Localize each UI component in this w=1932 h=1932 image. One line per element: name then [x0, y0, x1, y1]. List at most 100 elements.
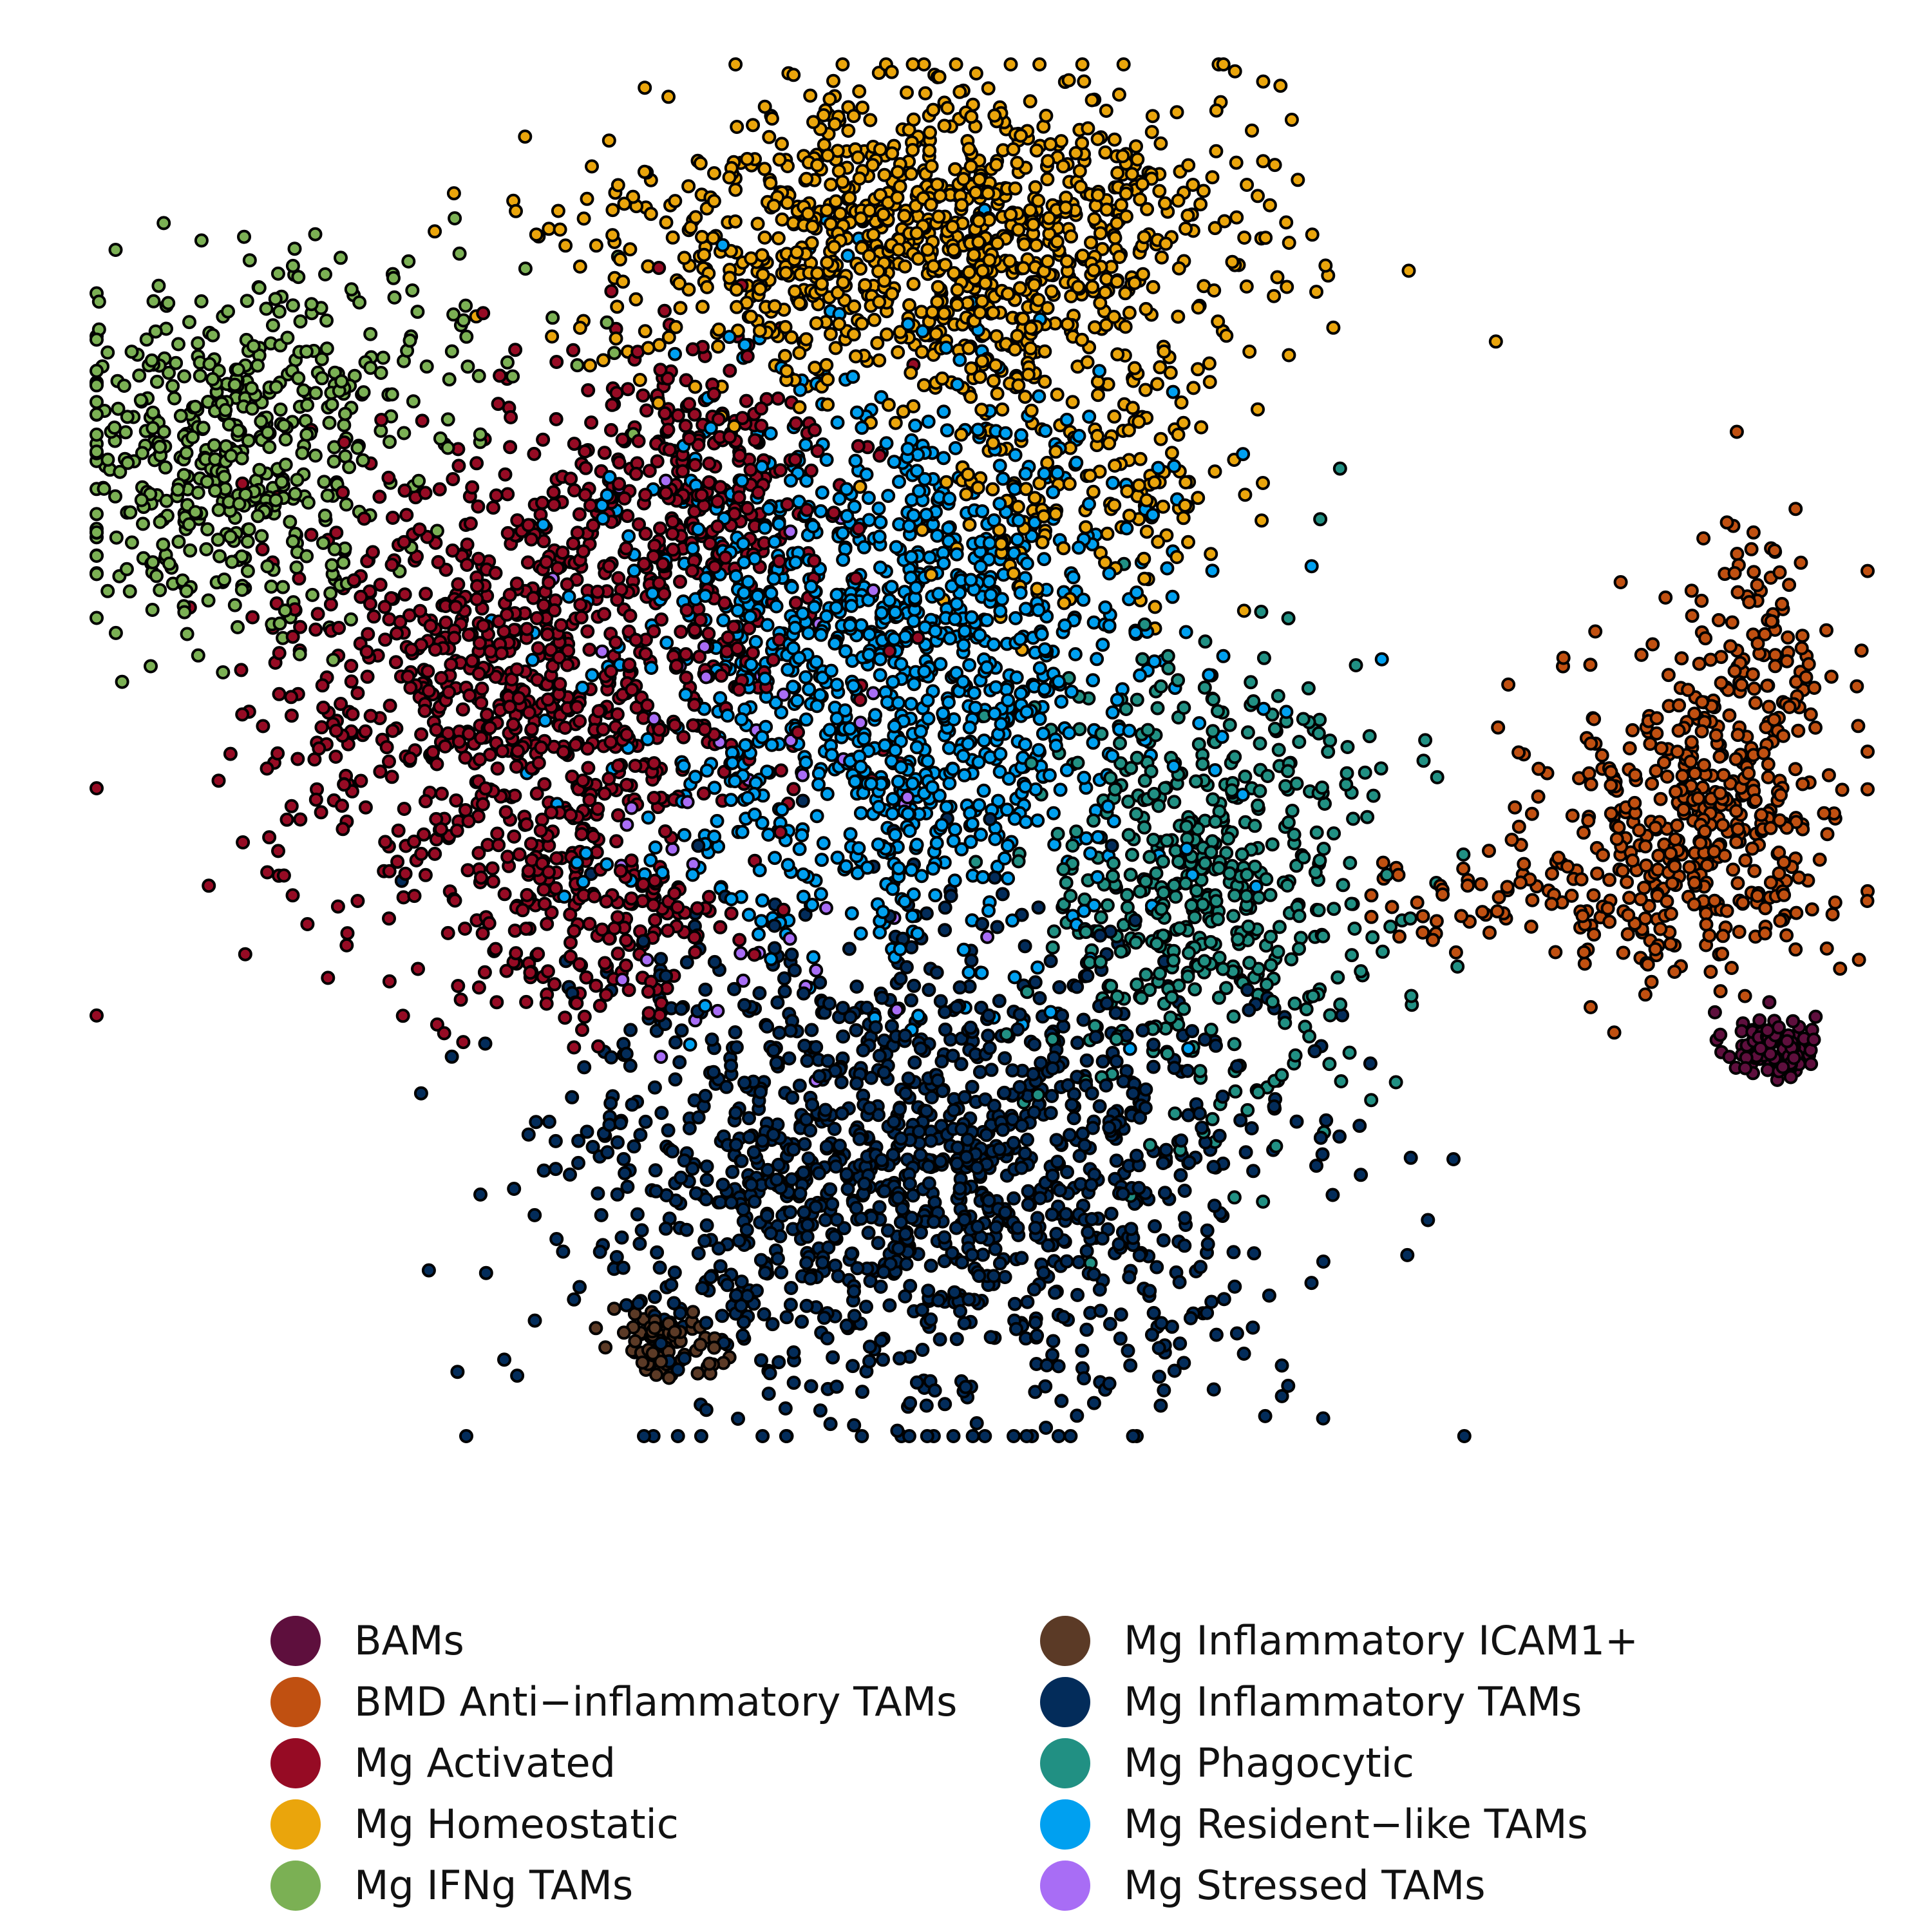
scatter-point: [323, 597, 338, 612]
scatter-point: [1018, 601, 1033, 616]
scatter-point: [402, 751, 417, 766]
scatter-point: [1147, 475, 1162, 490]
scatter-point: [372, 489, 387, 504]
scatter-point: [1253, 736, 1267, 751]
scatter-point: [920, 1429, 934, 1443]
scatter-point: [1226, 1009, 1241, 1024]
scatter-point: [1284, 113, 1299, 127]
scatter-point: [238, 947, 252, 961]
scatter-point: [430, 757, 444, 772]
scatter-point: [1181, 158, 1196, 173]
scatter-point: [739, 1222, 754, 1237]
scatter-point: [853, 479, 867, 494]
scatter-point: [1374, 652, 1389, 667]
scatter-point: [1804, 902, 1819, 917]
scatter-point: [898, 259, 913, 274]
scatter-point: [853, 926, 868, 941]
scatter-point: [840, 1182, 855, 1197]
scatter-point: [179, 446, 194, 460]
scatter-point: [933, 1332, 947, 1347]
scatter-point: [971, 755, 986, 770]
scatter-point: [1587, 712, 1602, 726]
scatter-point: [1216, 57, 1231, 71]
scatter-point: [240, 535, 255, 549]
scatter-point: [1072, 1255, 1086, 1269]
scatter-point: [385, 723, 400, 738]
scatter-point: [1005, 1063, 1020, 1078]
scatter-point: [415, 413, 430, 428]
scatter-point: [485, 861, 500, 876]
scatter-point: [1582, 766, 1596, 781]
scatter-point: [193, 368, 207, 383]
scatter-point: [388, 655, 403, 670]
scatter-point: [231, 423, 245, 438]
scatter-point: [421, 1263, 436, 1278]
scatter-point: [1216, 649, 1231, 663]
scatter-point: [1260, 769, 1275, 783]
scatter-point: [500, 355, 515, 370]
scatter-point: [702, 889, 716, 904]
scatter-point: [1061, 73, 1076, 88]
scatter-point: [167, 391, 182, 406]
scatter-point: [587, 889, 601, 904]
scatter-point: [1292, 942, 1306, 956]
scatter-point: [1661, 668, 1676, 683]
scatter-point: [1404, 989, 1419, 1003]
scatter-point: [1723, 639, 1738, 654]
scatter-point: [158, 460, 173, 475]
scatter-point: [631, 1296, 646, 1311]
scatter-point: [334, 697, 348, 711]
scatter-point: [510, 1368, 525, 1383]
scatter-point: [431, 554, 446, 569]
scatter-point: [520, 887, 535, 902]
scatter-point: [254, 529, 269, 544]
scatter-point: [474, 870, 488, 885]
scatter-point: [891, 774, 905, 789]
scatter-point: [707, 166, 721, 180]
scatter-point: [961, 965, 976, 980]
scatter-point: [710, 1003, 725, 1018]
scatter-point: [1403, 1150, 1418, 1165]
scatter-point: [1854, 643, 1869, 658]
scatter-point: [574, 827, 589, 842]
scatter-point: [810, 809, 824, 824]
scatter-point: [452, 246, 467, 261]
scatter-point: [1123, 1358, 1138, 1373]
scatter-point: [395, 1009, 410, 1023]
scatter-point: [1020, 1294, 1035, 1309]
scatter-point: [1490, 904, 1504, 919]
scatter-point: [1072, 540, 1086, 555]
scatter-point: [410, 305, 425, 319]
scatter-point: [701, 475, 716, 489]
scatter-point: [643, 207, 658, 222]
scatter-point: [1207, 283, 1222, 298]
scatter-point: [1094, 910, 1108, 925]
scatter-point: [1251, 189, 1265, 204]
scatter-point: [665, 842, 680, 857]
scatter-point: [699, 1173, 714, 1188]
scatter-point: [1544, 896, 1559, 911]
scatter-point: [497, 887, 512, 902]
scatter-point: [585, 159, 599, 174]
scatter-point: [703, 1270, 718, 1285]
scatter-point: [109, 530, 124, 545]
scatter-point: [624, 853, 639, 868]
scatter-point: [526, 591, 541, 605]
scatter-point: [679, 647, 694, 661]
scatter-point: [780, 497, 795, 512]
scatter-point: [577, 1009, 592, 1024]
scatter-point: [145, 603, 160, 617]
scatter-point: [1052, 980, 1066, 994]
scatter-point: [848, 453, 863, 468]
scatter-point: [920, 754, 935, 768]
scatter-point: [1161, 661, 1176, 676]
scatter-point: [892, 475, 906, 489]
scatter-point: [1112, 87, 1126, 102]
scatter-point: [1159, 1142, 1173, 1157]
scatter-point: [732, 1233, 746, 1248]
scatter-point: [1156, 499, 1170, 514]
scatter-point: [1065, 685, 1079, 699]
scatter-point: [779, 1310, 794, 1325]
scatter-point: [1448, 945, 1463, 960]
scatter-point: [1153, 431, 1168, 446]
